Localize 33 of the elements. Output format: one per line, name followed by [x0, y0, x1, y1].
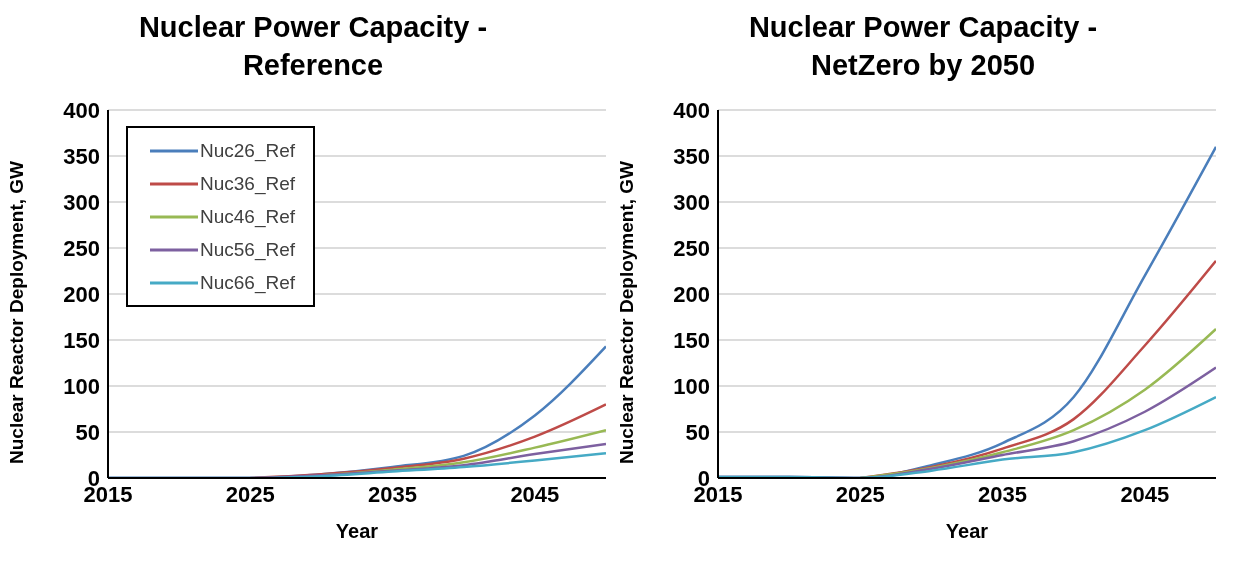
y-tick-label: 300	[63, 189, 100, 215]
y-axis-title: Nuclear Reactor Deployment, GW	[615, 160, 637, 464]
y-axis-title: Nuclear Reactor Deployment, GW	[5, 160, 27, 464]
y-tick-label: 250	[63, 235, 100, 261]
legend-label: Nuc36_Ref	[200, 172, 296, 197]
y-tick-label: 50	[75, 419, 100, 445]
chart-title: Nuclear Power Capacity - NetZero by 2050	[747, 10, 1099, 83]
x-axis-title: Year	[335, 520, 379, 542]
y-tick-label: 400	[673, 97, 710, 123]
x-tick-label: 2045	[510, 481, 560, 507]
y-tick-label: 250	[673, 235, 710, 261]
x-tick-label: 2045	[1120, 481, 1170, 507]
y-tick-label: 350	[63, 143, 100, 169]
y-tick-label: 50	[685, 419, 710, 445]
legend-label: Nuc46_Ref	[200, 205, 296, 230]
chart-title: Nuclear Power Capacity - Reference	[137, 10, 489, 83]
y-tick-label: 100	[63, 373, 100, 399]
y-tick-label: 100	[673, 373, 710, 399]
x-tick-label: 2035	[978, 481, 1028, 507]
y-tick-label: 300	[673, 189, 710, 215]
x-axis-title: Year	[945, 520, 989, 542]
legend-label: Nuc56_Ref	[200, 238, 296, 263]
legend-label: Nuc66_Ref	[200, 271, 296, 296]
y-tick-label: 150	[63, 327, 100, 353]
x-tick-label: 2035	[368, 481, 418, 507]
y-tick-label: 350	[673, 143, 710, 169]
x-tick-label: 2025	[225, 481, 275, 507]
y-tick-label: 200	[673, 281, 710, 307]
y-tick-label: 400	[63, 97, 100, 123]
legend-label: Nuc26_Ref	[200, 139, 296, 164]
y-tick-label: 150	[673, 327, 710, 353]
y-tick-label: 200	[63, 281, 100, 307]
x-tick-label: 2025	[835, 481, 885, 507]
